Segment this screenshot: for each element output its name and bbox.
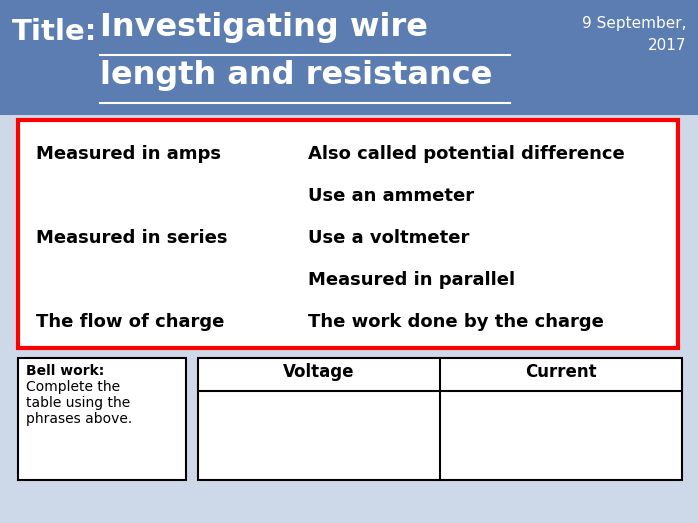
FancyBboxPatch shape: [198, 358, 682, 480]
Text: The flow of charge: The flow of charge: [36, 313, 224, 331]
Text: length and resistance: length and resistance: [100, 60, 492, 91]
Text: 2017: 2017: [648, 38, 686, 53]
Text: Bell work:: Bell work:: [26, 364, 104, 378]
Text: The work done by the charge: The work done by the charge: [309, 313, 604, 331]
Text: Investigating wire: Investigating wire: [100, 12, 428, 43]
Text: Current: Current: [525, 363, 597, 381]
Text: Measured in amps: Measured in amps: [36, 145, 221, 163]
Text: Also called potential difference: Also called potential difference: [309, 145, 625, 163]
Text: Measured in parallel: Measured in parallel: [309, 271, 516, 289]
Text: Use a voltmeter: Use a voltmeter: [309, 229, 470, 247]
Text: 9 September,: 9 September,: [581, 16, 686, 31]
FancyBboxPatch shape: [18, 358, 186, 480]
Text: Measured in series: Measured in series: [36, 229, 228, 247]
Text: Complete the
table using the
phrases above.: Complete the table using the phrases abo…: [26, 380, 132, 426]
Text: Title:: Title:: [12, 18, 98, 46]
FancyBboxPatch shape: [0, 0, 698, 115]
Text: Voltage: Voltage: [283, 363, 355, 381]
FancyBboxPatch shape: [18, 120, 678, 348]
Text: Use an ammeter: Use an ammeter: [309, 187, 475, 205]
